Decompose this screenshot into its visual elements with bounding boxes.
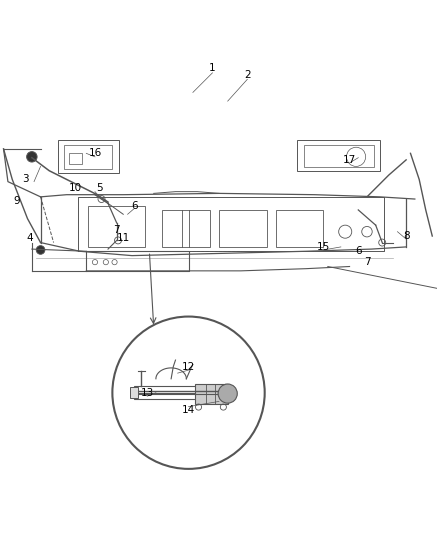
Text: 17: 17 [343, 155, 356, 165]
Text: 10: 10 [69, 183, 82, 193]
Text: 5: 5 [96, 183, 102, 193]
Text: 6: 6 [131, 200, 138, 211]
Polygon shape [195, 384, 228, 403]
Circle shape [27, 151, 37, 162]
Text: 6: 6 [355, 246, 362, 256]
Text: 14: 14 [182, 405, 195, 415]
Text: 7: 7 [364, 257, 370, 267]
Text: 4: 4 [26, 233, 33, 243]
Circle shape [113, 317, 265, 469]
Text: 3: 3 [22, 174, 28, 184]
Text: 13: 13 [141, 387, 154, 398]
Text: 2: 2 [244, 70, 251, 80]
Text: 15: 15 [317, 242, 330, 252]
Circle shape [218, 384, 237, 403]
Text: 7: 7 [113, 224, 120, 235]
Text: 8: 8 [403, 231, 410, 241]
Text: 12: 12 [182, 361, 195, 372]
Text: 16: 16 [88, 148, 102, 158]
Text: 9: 9 [13, 196, 20, 206]
Circle shape [36, 246, 45, 254]
Text: 11: 11 [117, 233, 130, 243]
Polygon shape [130, 387, 138, 398]
Text: 1: 1 [209, 63, 216, 74]
